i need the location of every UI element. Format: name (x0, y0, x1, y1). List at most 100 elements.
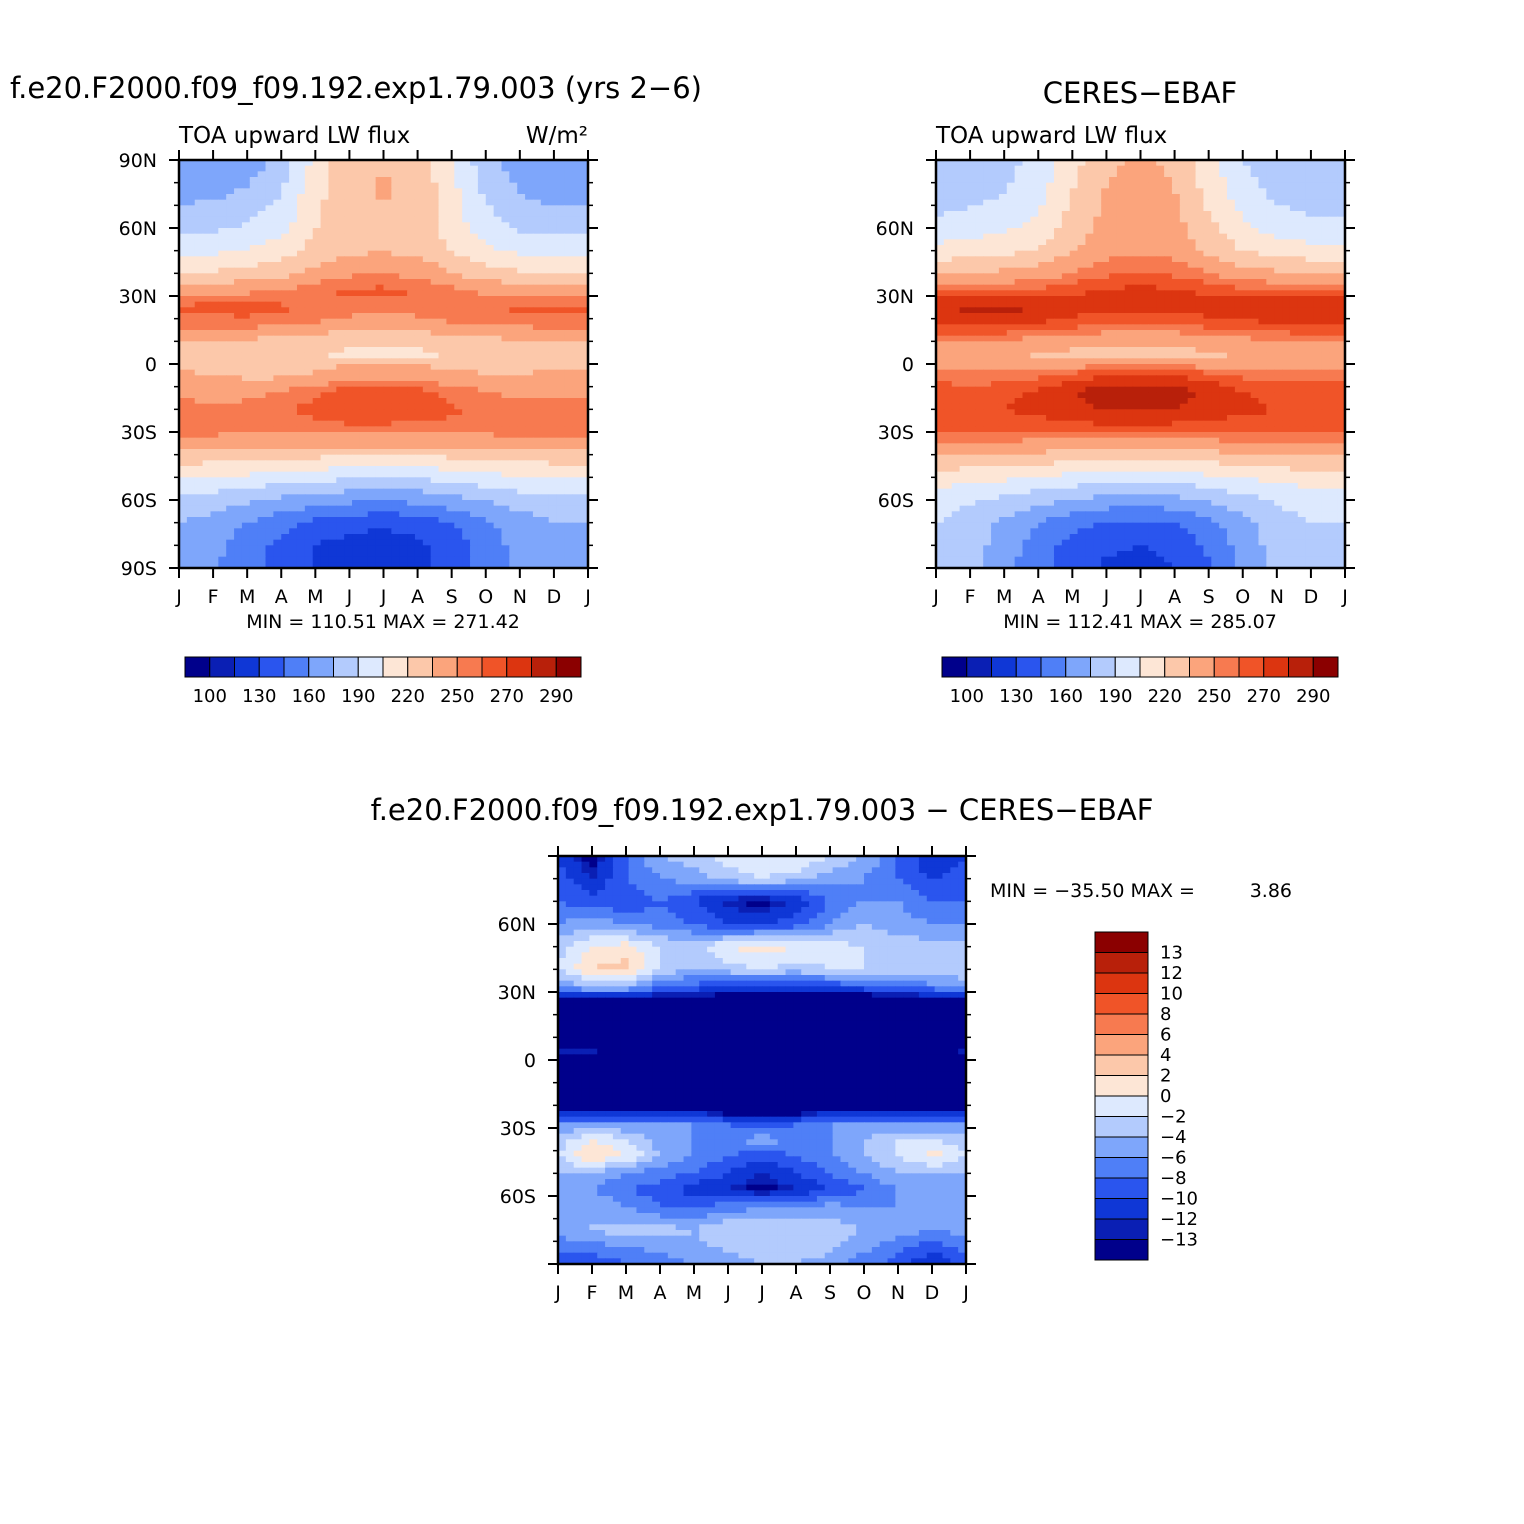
model-field-cell (281, 228, 290, 235)
model-field-cell (202, 335, 212, 342)
model-field-cell (226, 449, 235, 456)
model-field-cell (446, 233, 455, 240)
obs-field-cell (1156, 182, 1165, 189)
model-field-cell (359, 250, 369, 257)
model-field-cell (525, 188, 534, 195)
obs-field-cell (1203, 267, 1212, 274)
model-field-cell (241, 205, 251, 212)
obs-field-cell (1321, 222, 1330, 229)
obs-field-cell (1069, 250, 1079, 257)
obs-field-cell (1321, 273, 1330, 280)
model-field-cell (226, 420, 235, 427)
model-field-cell (501, 539, 510, 546)
model-field-cell (375, 256, 385, 263)
model-field-cell (438, 398, 448, 405)
model-field-cell (312, 375, 322, 382)
model-field-cell (422, 290, 432, 297)
model-field-cell (438, 330, 448, 337)
model-field-cell (517, 386, 526, 393)
model-field-cell (493, 488, 503, 495)
model-field-cell (407, 347, 416, 354)
obs-field-cell (1006, 216, 1016, 223)
model-field-cell (564, 534, 573, 541)
model-field-cell (580, 347, 589, 354)
model-field-cell (296, 239, 306, 246)
model-field-cell (289, 301, 298, 308)
obs-field-cell (1030, 160, 1039, 167)
model-field-cell (320, 386, 330, 393)
model-field-cell (430, 347, 440, 354)
model-field-cell (501, 460, 510, 467)
obs-field-cell (1187, 171, 1197, 178)
model-field-cell (320, 369, 330, 376)
model-field-cell (383, 420, 392, 427)
obs-field-cell (1148, 262, 1157, 269)
model-field-cell (391, 364, 400, 371)
model-field-cell (525, 505, 534, 512)
model-field-cell (336, 335, 345, 342)
model-field-cell (273, 426, 282, 433)
model-field-cell (485, 165, 495, 172)
model-field-cell (564, 551, 573, 558)
obs-field-cell (1250, 194, 1260, 201)
model-field-cell (344, 228, 353, 235)
model-field-cell (430, 488, 440, 495)
model-field-cell (320, 545, 330, 552)
model-field-cell (281, 199, 290, 206)
model-field-cell (438, 471, 448, 478)
obs-field-cell (1053, 177, 1063, 184)
obs-field-cell (1030, 279, 1039, 286)
obs-field-cell (959, 256, 969, 263)
model-field-cell (399, 511, 408, 518)
model-field-cell (391, 267, 400, 274)
obs-field-cell (1258, 222, 1267, 229)
model-field-cell (532, 534, 542, 541)
model-field-cell (564, 494, 573, 501)
obs-field-cell (1274, 216, 1283, 223)
obs-field-cell (975, 205, 984, 212)
model-field-cell (186, 466, 196, 473)
model-field-cell (470, 500, 479, 507)
model-field-cell (273, 347, 282, 354)
obs-field-cell (1211, 205, 1220, 212)
model-field-cell (320, 500, 330, 507)
obs-field-cell (1211, 160, 1220, 167)
model-field-cell (289, 437, 298, 444)
model-field-cell (446, 415, 455, 422)
model-field-cell (422, 267, 432, 274)
obs-field-cell (1250, 211, 1260, 218)
obs-field-cell (1156, 160, 1165, 167)
obs-field-cell (1030, 273, 1039, 280)
model-field-cell (336, 222, 345, 229)
model-field-cell (249, 330, 259, 337)
obs-field-cell (967, 279, 976, 286)
model-field-cell (414, 347, 424, 354)
model-field-cell (296, 375, 306, 382)
obs-field-cell (1219, 177, 1228, 184)
obs-field-cell (1022, 222, 1031, 229)
obs-field-cell (1038, 177, 1047, 184)
model-field-cell (399, 556, 408, 563)
model-field-cell (470, 364, 479, 371)
obs-field-cell (1274, 262, 1283, 269)
obs-field-cell (1203, 245, 1212, 252)
obs-field-cell (998, 250, 1008, 257)
model-field-cell (320, 415, 330, 422)
obs-field-cell (1022, 245, 1031, 252)
model-field-cell (202, 534, 212, 541)
model-field-cell (375, 460, 385, 467)
model-field-cell (540, 273, 550, 280)
model-field-cell (485, 347, 495, 354)
model-field-cell (194, 256, 204, 263)
obs-field-cell (1274, 165, 1283, 172)
obs-field-cell (1124, 160, 1134, 167)
model-field-cell (210, 205, 219, 212)
obs-field-cell (1329, 160, 1338, 167)
model-colorbar-box (432, 656, 458, 678)
model-field-cell (470, 381, 479, 388)
obs-field-cell (1289, 273, 1299, 280)
obs-field-cell (1116, 239, 1126, 246)
model-field-cell (289, 449, 298, 456)
model-field-cell (525, 307, 534, 314)
model-field-cell (281, 330, 290, 337)
